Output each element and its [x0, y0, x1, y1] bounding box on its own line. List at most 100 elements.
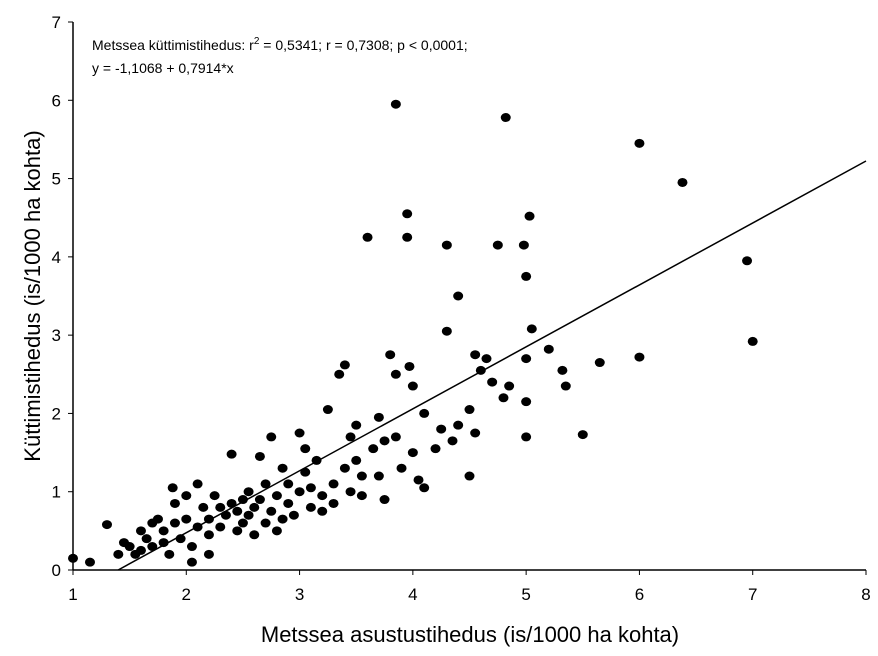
point — [436, 424, 447, 434]
point — [260, 479, 271, 489]
point — [498, 393, 509, 403]
point — [396, 463, 407, 473]
annotation: y = -1,1068 + 0,7914*x — [92, 60, 234, 76]
point — [249, 530, 260, 540]
point — [328, 479, 339, 489]
point — [249, 502, 260, 512]
point — [260, 518, 271, 528]
point — [521, 397, 532, 407]
point — [186, 557, 197, 567]
point — [135, 545, 146, 555]
y-tick-label: 7 — [52, 13, 61, 32]
point — [328, 498, 339, 508]
point — [521, 354, 532, 364]
point — [441, 326, 452, 336]
point — [294, 487, 305, 497]
point — [192, 522, 203, 532]
point — [521, 432, 532, 442]
point — [215, 502, 226, 512]
point — [158, 538, 169, 548]
point — [203, 530, 214, 540]
y-tick-label: 6 — [52, 91, 61, 110]
y-axis-label: Küttimistihedus (is/1000 ha kohta) — [20, 130, 45, 461]
annotation-superscript: 2 — [254, 36, 260, 47]
point — [254, 495, 265, 505]
point — [390, 369, 401, 379]
point — [124, 542, 135, 552]
point — [464, 405, 475, 415]
point — [113, 549, 124, 559]
y-tick-label: 2 — [52, 404, 61, 423]
point — [226, 449, 237, 459]
point — [373, 412, 384, 422]
point — [470, 350, 481, 360]
point — [404, 361, 415, 371]
point — [84, 557, 95, 567]
point — [181, 491, 192, 501]
x-tick-label: 3 — [295, 585, 304, 604]
point — [175, 534, 186, 544]
point — [322, 405, 333, 415]
point — [464, 471, 475, 481]
x-tick-label: 5 — [521, 585, 530, 604]
point — [311, 455, 322, 465]
fit-line — [117, 160, 867, 571]
point — [192, 479, 203, 489]
point — [500, 113, 511, 123]
point — [475, 365, 486, 375]
point — [300, 444, 311, 454]
point — [152, 514, 163, 524]
point — [481, 354, 492, 364]
annotation-text: = 0,5341; r = 0,7308; p < 0,0001; — [259, 37, 467, 53]
point — [419, 483, 430, 493]
y-tick-label: 3 — [52, 326, 61, 345]
point — [742, 256, 753, 266]
point — [198, 502, 209, 512]
point — [243, 510, 254, 520]
point — [524, 211, 535, 221]
point — [407, 381, 418, 391]
point — [243, 487, 254, 497]
point — [543, 344, 554, 354]
point — [594, 358, 605, 368]
point — [141, 534, 152, 544]
point — [232, 506, 243, 516]
point — [266, 432, 277, 442]
point — [390, 99, 401, 109]
point — [373, 471, 384, 481]
point — [147, 542, 158, 552]
point — [68, 553, 78, 563]
point — [634, 352, 645, 362]
point — [169, 518, 180, 528]
x-tick-label: 8 — [861, 585, 870, 604]
point — [237, 495, 248, 505]
point — [560, 381, 571, 391]
point — [294, 428, 305, 438]
point — [351, 455, 362, 465]
point — [453, 291, 464, 301]
point — [283, 498, 294, 508]
point — [288, 510, 299, 520]
point — [226, 498, 237, 508]
point — [351, 420, 362, 430]
point — [747, 336, 758, 346]
point — [203, 549, 214, 559]
point — [339, 360, 350, 370]
y-tick-label: 4 — [52, 248, 61, 267]
point — [317, 506, 328, 516]
y-tick-label: 5 — [52, 170, 61, 189]
point — [266, 506, 277, 516]
point — [521, 271, 532, 281]
point — [453, 420, 464, 430]
point — [158, 526, 169, 536]
point — [345, 432, 356, 442]
point — [345, 487, 356, 497]
point — [577, 430, 588, 440]
point — [277, 463, 288, 473]
point — [379, 495, 390, 505]
point — [186, 542, 197, 552]
x-tick-label: 6 — [635, 585, 644, 604]
point — [181, 514, 192, 524]
